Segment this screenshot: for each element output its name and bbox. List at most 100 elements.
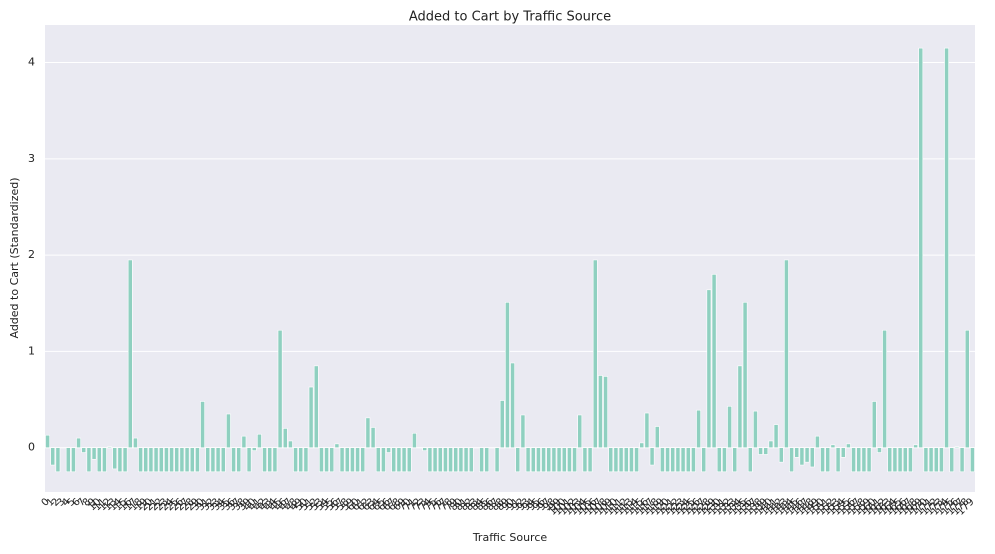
bar — [592, 259, 598, 449]
bar — [835, 447, 841, 473]
y-tick-label: 2 — [28, 248, 35, 261]
bar — [282, 428, 288, 449]
bar — [856, 447, 862, 473]
bar — [696, 409, 701, 449]
bar — [334, 443, 340, 449]
bar — [706, 289, 712, 449]
bar — [220, 447, 226, 473]
bar — [530, 447, 536, 473]
bar — [846, 443, 851, 449]
bar — [660, 447, 665, 473]
bar — [153, 447, 159, 473]
bar — [102, 447, 107, 473]
bar — [784, 259, 789, 449]
bar — [799, 447, 805, 466]
bar — [639, 442, 645, 449]
bar — [928, 447, 934, 473]
bar — [505, 302, 510, 449]
bar — [675, 447, 681, 473]
bar — [871, 401, 877, 449]
bar — [91, 447, 97, 460]
bar — [174, 447, 180, 473]
bar — [959, 447, 965, 473]
bar — [918, 47, 924, 449]
bar — [572, 447, 577, 473]
bar — [226, 413, 231, 449]
bar — [241, 435, 247, 449]
bar — [50, 447, 56, 466]
bar — [525, 447, 531, 473]
bar — [365, 417, 371, 449]
bar — [742, 302, 748, 449]
bar — [195, 447, 200, 473]
bar — [598, 375, 603, 449]
bar — [184, 447, 190, 473]
bar — [727, 406, 732, 449]
bar — [117, 447, 123, 473]
bar — [556, 447, 562, 473]
bar — [825, 447, 831, 473]
bar — [634, 447, 639, 473]
bar — [913, 444, 918, 449]
bar — [536, 447, 541, 473]
bar — [701, 447, 707, 473]
bar — [551, 447, 557, 473]
bar — [339, 447, 345, 473]
bar — [298, 447, 304, 473]
bar — [262, 447, 267, 473]
bar — [422, 447, 428, 451]
bar — [453, 447, 459, 473]
bar — [546, 447, 552, 473]
plot-background — [45, 25, 975, 492]
bar — [158, 447, 164, 473]
bar — [933, 447, 939, 473]
bar — [773, 424, 779, 449]
bar — [257, 433, 262, 449]
bar — [840, 447, 846, 458]
bar — [484, 447, 490, 473]
bar — [510, 362, 515, 449]
bar — [396, 447, 402, 473]
bar — [716, 447, 722, 473]
y-tick-label: 4 — [28, 56, 35, 69]
bar — [319, 447, 324, 473]
bar — [71, 447, 76, 473]
x-axis-label: Traffic Source — [472, 531, 548, 544]
bar — [923, 447, 929, 473]
bar — [432, 447, 438, 473]
bar — [251, 447, 257, 451]
bar — [272, 447, 278, 473]
bar — [654, 426, 660, 449]
bar — [644, 412, 650, 449]
bar — [794, 447, 800, 458]
bar — [851, 447, 856, 473]
bar — [288, 440, 293, 449]
bar — [437, 447, 443, 473]
bar — [908, 447, 913, 473]
bar — [412, 432, 417, 449]
bar — [758, 447, 763, 455]
bar — [164, 447, 169, 473]
y-tick-label: 0 — [28, 441, 35, 454]
bar — [277, 329, 283, 449]
bar — [804, 447, 810, 463]
bar — [685, 447, 691, 473]
bar — [499, 400, 505, 449]
bar — [629, 447, 634, 473]
bar — [427, 447, 433, 473]
bar — [463, 447, 469, 473]
bar — [391, 447, 397, 473]
bar — [887, 447, 893, 473]
bar — [236, 447, 242, 473]
bar — [313, 365, 319, 449]
bar — [127, 259, 133, 449]
bar — [179, 447, 185, 473]
bar — [381, 447, 386, 473]
bar — [112, 447, 118, 470]
bar — [830, 444, 836, 449]
bar — [81, 447, 87, 453]
bar — [406, 447, 412, 473]
bar — [148, 447, 154, 473]
bar — [561, 447, 567, 473]
bar — [133, 437, 138, 449]
